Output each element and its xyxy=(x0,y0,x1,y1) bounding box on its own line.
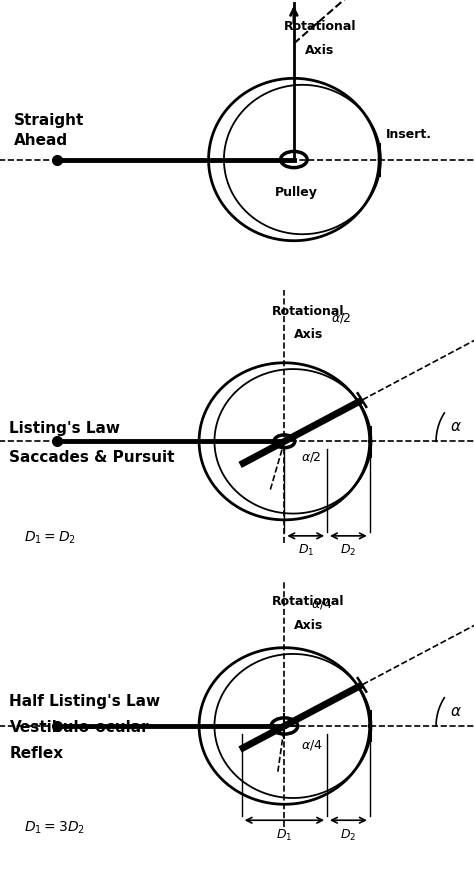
Text: Listing's Law: Listing's Law xyxy=(9,421,120,436)
Text: Axis: Axis xyxy=(305,44,335,57)
Text: Saccades & Pursuit: Saccades & Pursuit xyxy=(9,449,175,465)
Text: $D_1$: $D_1$ xyxy=(298,544,314,558)
Text: $\alpha$: $\alpha$ xyxy=(450,419,462,435)
Text: Straight
Ahead: Straight Ahead xyxy=(14,113,84,148)
Text: $\alpha/4$: $\alpha/4$ xyxy=(301,738,323,752)
Text: Pulley: Pulley xyxy=(275,186,318,199)
Text: Insert.: Insert. xyxy=(386,128,432,141)
Text: $\alpha/4$: $\alpha/4$ xyxy=(311,598,333,611)
Text: $D_2$: $D_2$ xyxy=(340,827,356,842)
Text: $D_1 = D_2$: $D_1 = D_2$ xyxy=(24,530,76,546)
Text: Reflex: Reflex xyxy=(9,746,64,761)
Text: Axis: Axis xyxy=(293,618,323,631)
Text: $\alpha$: $\alpha$ xyxy=(450,704,462,719)
Text: $D_2$: $D_2$ xyxy=(340,544,356,558)
Text: $D_1 = 3 D_2$: $D_1 = 3 D_2$ xyxy=(24,820,85,836)
Text: Rotational: Rotational xyxy=(272,305,344,318)
Text: Axis: Axis xyxy=(293,327,323,341)
Text: Vestibulo-ocular: Vestibulo-ocular xyxy=(9,720,149,735)
Text: Half Listing's Law: Half Listing's Law xyxy=(9,694,161,709)
Text: $\alpha/2$: $\alpha/2$ xyxy=(331,311,352,325)
Text: $D_1$: $D_1$ xyxy=(276,827,292,842)
Text: $\alpha/2$: $\alpha/2$ xyxy=(301,450,321,464)
Text: Rotational: Rotational xyxy=(284,20,356,33)
Text: Rotational: Rotational xyxy=(272,596,344,609)
